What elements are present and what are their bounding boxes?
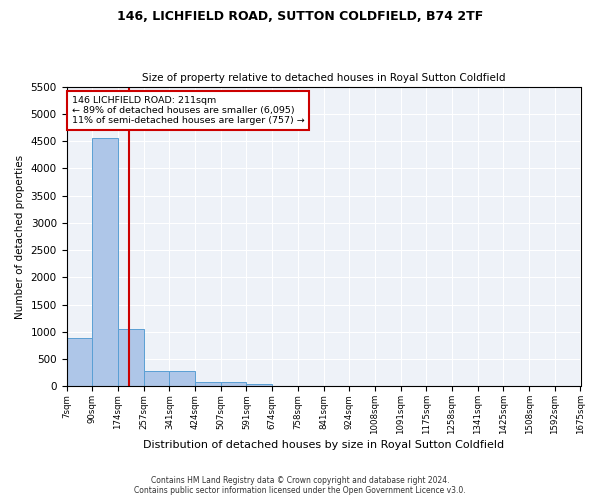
X-axis label: Distribution of detached houses by size in Royal Sutton Coldfield: Distribution of detached houses by size …: [143, 440, 504, 450]
Title: Size of property relative to detached houses in Royal Sutton Coldfield: Size of property relative to detached ho…: [142, 73, 505, 83]
Bar: [118, 328, 143, 386]
Bar: [195, 382, 221, 386]
Text: Contains HM Land Registry data © Crown copyright and database right 2024.
Contai: Contains HM Land Registry data © Crown c…: [134, 476, 466, 495]
Bar: [169, 370, 195, 386]
Text: 146 LICHFIELD ROAD: 211sqm
← 89% of detached houses are smaller (6,095)
11% of s: 146 LICHFIELD ROAD: 211sqm ← 89% of deta…: [71, 96, 304, 126]
Bar: [247, 384, 272, 386]
Bar: [67, 338, 92, 386]
Bar: [92, 138, 118, 386]
Bar: [221, 382, 247, 386]
Y-axis label: Number of detached properties: Number of detached properties: [15, 154, 25, 318]
Text: 146, LICHFIELD ROAD, SUTTON COLDFIELD, B74 2TF: 146, LICHFIELD ROAD, SUTTON COLDFIELD, B…: [117, 10, 483, 23]
Bar: [143, 370, 169, 386]
